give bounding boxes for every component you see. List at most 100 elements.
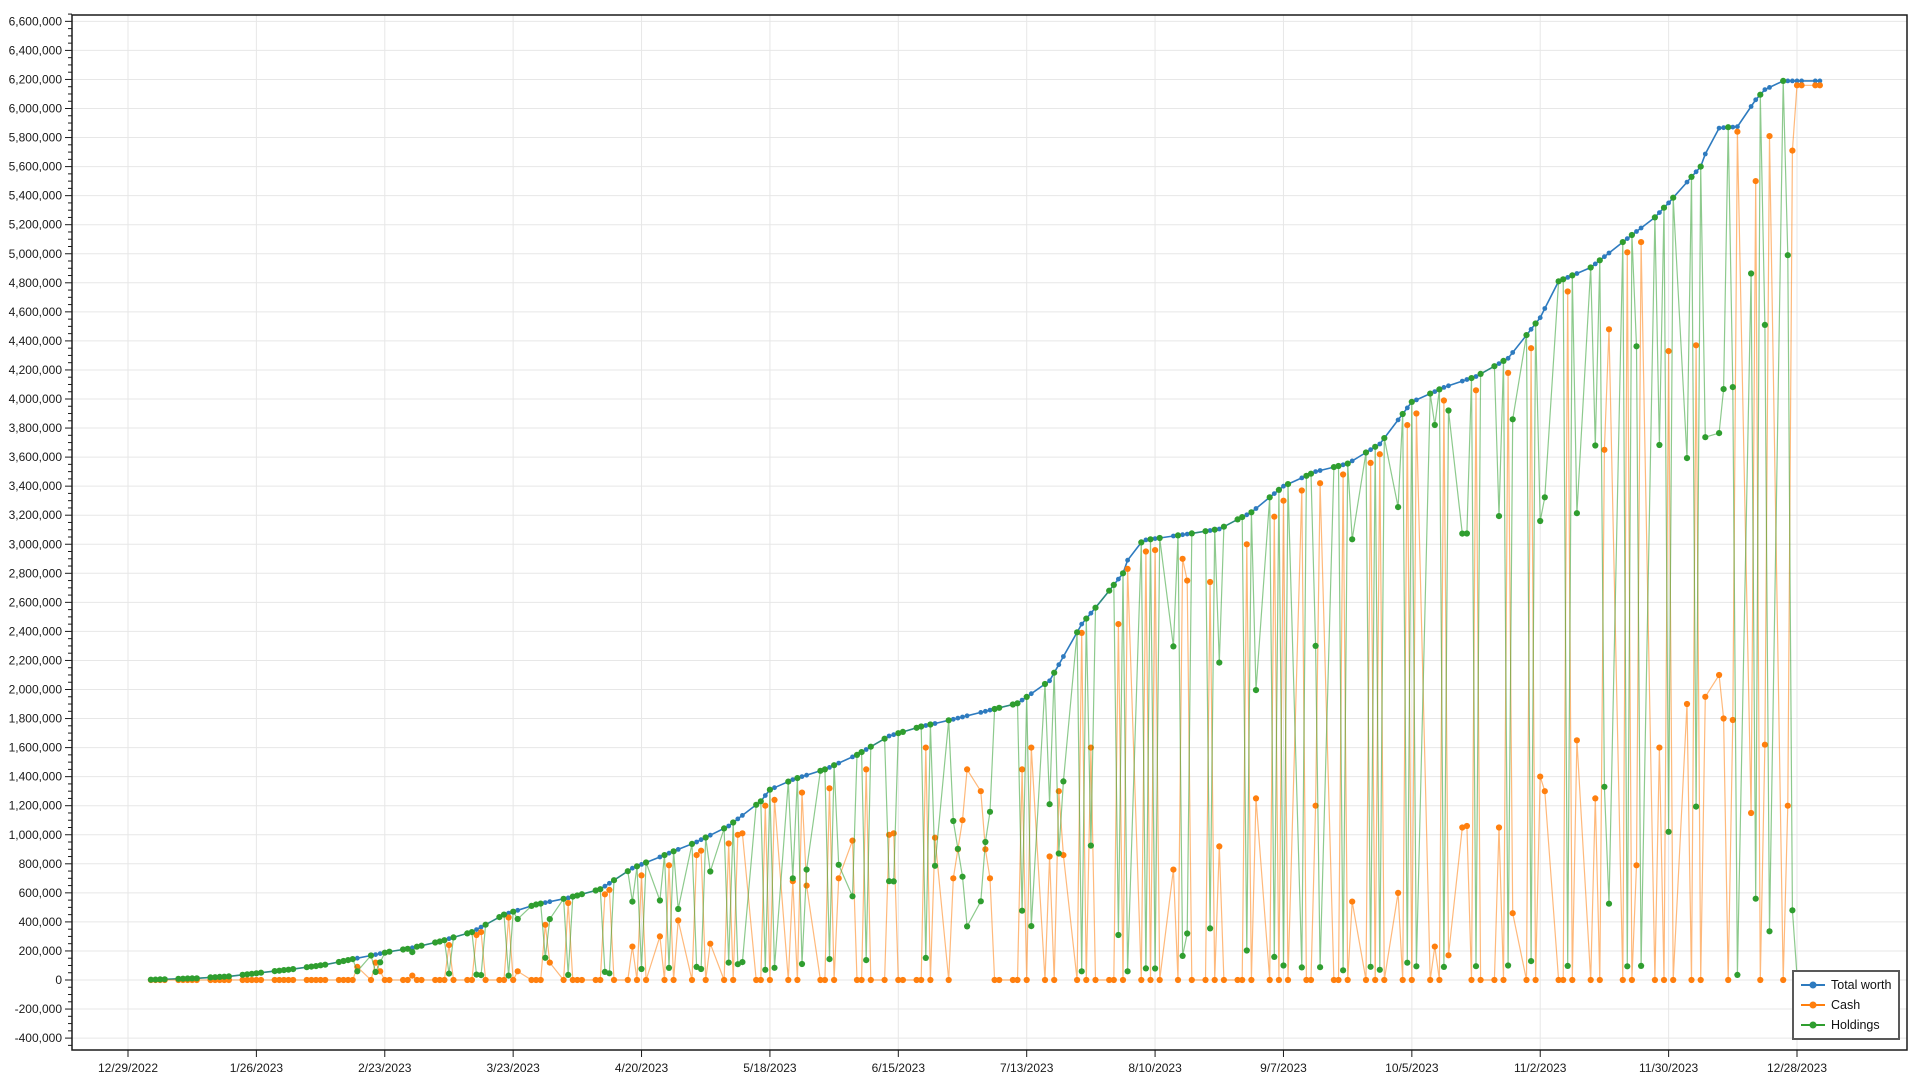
series-cash-marker [1541, 788, 1548, 795]
series-total-worth-marker [964, 713, 970, 719]
legend-dot-icon [1809, 981, 1817, 989]
series-cash-marker [1147, 976, 1154, 984]
series-total-worth-marker [1184, 531, 1190, 537]
series-total-worth-marker [1565, 275, 1571, 280]
series-holdings-marker [853, 751, 861, 759]
series-holdings-marker [831, 762, 838, 769]
series-cash-marker [1188, 976, 1195, 984]
series-total-worth-marker [1574, 271, 1580, 276]
series-holdings-marker [1459, 530, 1466, 537]
series-total-worth-marker [799, 774, 805, 779]
series-holdings-marker [1720, 386, 1727, 393]
series-total-worth-marker [1414, 397, 1419, 403]
series-cash-marker [1046, 853, 1053, 860]
series-holdings-marker [1184, 930, 1191, 937]
series-cash-marker [794, 976, 801, 984]
series-holdings-marker [661, 852, 668, 859]
series-holdings-marker [1537, 517, 1544, 525]
series-cash-marker [817, 976, 824, 984]
series-holdings-marker [1280, 962, 1287, 969]
series-cash-marker [1555, 976, 1562, 984]
series-total-worth-marker [1432, 389, 1438, 394]
series-total-worth-marker [602, 883, 608, 889]
y-tick-label: 4,400,000 [9, 334, 63, 348]
series-cash-marker [1505, 369, 1512, 376]
series-cash-marker [510, 976, 517, 984]
series-holdings-marker [533, 901, 540, 908]
series-cash-marker [624, 976, 631, 984]
series-holdings-marker [1220, 523, 1227, 530]
series-cash-marker [450, 976, 457, 984]
series-holdings-marker [1271, 953, 1278, 961]
series-cash-marker [959, 817, 966, 824]
series-holdings-marker [643, 859, 650, 866]
series-total-worth-marker [1473, 374, 1479, 379]
series-holdings-marker [510, 908, 517, 915]
series-holdings-marker [1087, 842, 1094, 849]
series-total-worth-marker [1152, 536, 1158, 541]
y-tick-label: 600,000 [19, 886, 63, 900]
series-total-worth-marker [1313, 469, 1318, 474]
series-cash-marker [345, 976, 352, 984]
series-cash-marker [867, 976, 874, 984]
series-cash-marker [1344, 976, 1351, 984]
series-total-worth-marker [1404, 405, 1410, 411]
series-total-worth-marker [1056, 662, 1062, 668]
series-total-worth-marker [1079, 621, 1085, 627]
series-cash-marker [1793, 82, 1801, 89]
series-cash-marker [1028, 744, 1035, 751]
series-cash-marker [1115, 621, 1122, 628]
series-cash-marker [1596, 976, 1603, 984]
y-tick-label: 0 [55, 973, 62, 987]
series-cash-marker [1124, 565, 1131, 573]
series-total-worth-marker [1799, 78, 1804, 84]
series-total-worth-marker [1693, 169, 1699, 175]
series-cash-marker [1569, 976, 1576, 984]
series-cash-marker [1619, 976, 1626, 984]
series-cash-marker [1349, 898, 1356, 905]
series-holdings-marker [372, 968, 379, 976]
series-cash-marker [1573, 737, 1580, 744]
series-cash-marker [1477, 976, 1484, 984]
series-cash-marker [1298, 487, 1305, 494]
series-total-worth-marker [1716, 125, 1722, 131]
series-cash-marker [1170, 866, 1177, 873]
series-holdings-marker [1138, 539, 1145, 546]
legend-item-cash: Cash [1801, 997, 1891, 1013]
y-tick-label: -400,000 [15, 1031, 63, 1045]
series-cash-marker [546, 959, 553, 966]
series-holdings-marker [986, 808, 994, 815]
series-cash-marker [1638, 239, 1645, 246]
legend-line-sample-total-worth [1801, 981, 1825, 989]
series-cash-marker [1780, 976, 1787, 984]
series-total-worth-marker [1657, 210, 1662, 216]
y-tick-label: 6,600,000 [9, 14, 63, 28]
series-cash-marker [473, 931, 480, 939]
series-holdings-marker [565, 971, 572, 979]
series-cash-marker [1335, 976, 1342, 984]
series-holdings-marker [1587, 264, 1594, 271]
series-total-worth-marker [1088, 610, 1094, 616]
series-cash-marker [881, 976, 888, 984]
series-holdings-marker [739, 959, 746, 966]
series-total-worth-marker [1592, 261, 1598, 267]
series-holdings-marker [721, 825, 728, 832]
x-tick-label: 7/13/2023 [1000, 1061, 1054, 1075]
series-holdings-marker [354, 968, 361, 975]
series-holdings-marker [1174, 532, 1182, 539]
series-cash-marker [1211, 976, 1218, 984]
series-cash-marker [702, 976, 709, 984]
series-total-worth-marker [983, 708, 988, 714]
series-holdings-marker [1110, 581, 1117, 589]
chart-legend: Total worth Cash Holdings [1792, 970, 1900, 1040]
series-holdings-marker [707, 868, 714, 875]
series-total-worth-marker [950, 716, 956, 722]
series-holdings-marker [670, 848, 677, 855]
series-cash-marker [1761, 741, 1768, 748]
series-cash-marker [771, 796, 778, 804]
series-holdings-marker [500, 911, 508, 918]
series-cash-marker [1564, 288, 1571, 295]
series-holdings-marker [303, 964, 310, 971]
series-total-worth-marker [1459, 378, 1465, 384]
series-cash-marker [1239, 976, 1246, 984]
